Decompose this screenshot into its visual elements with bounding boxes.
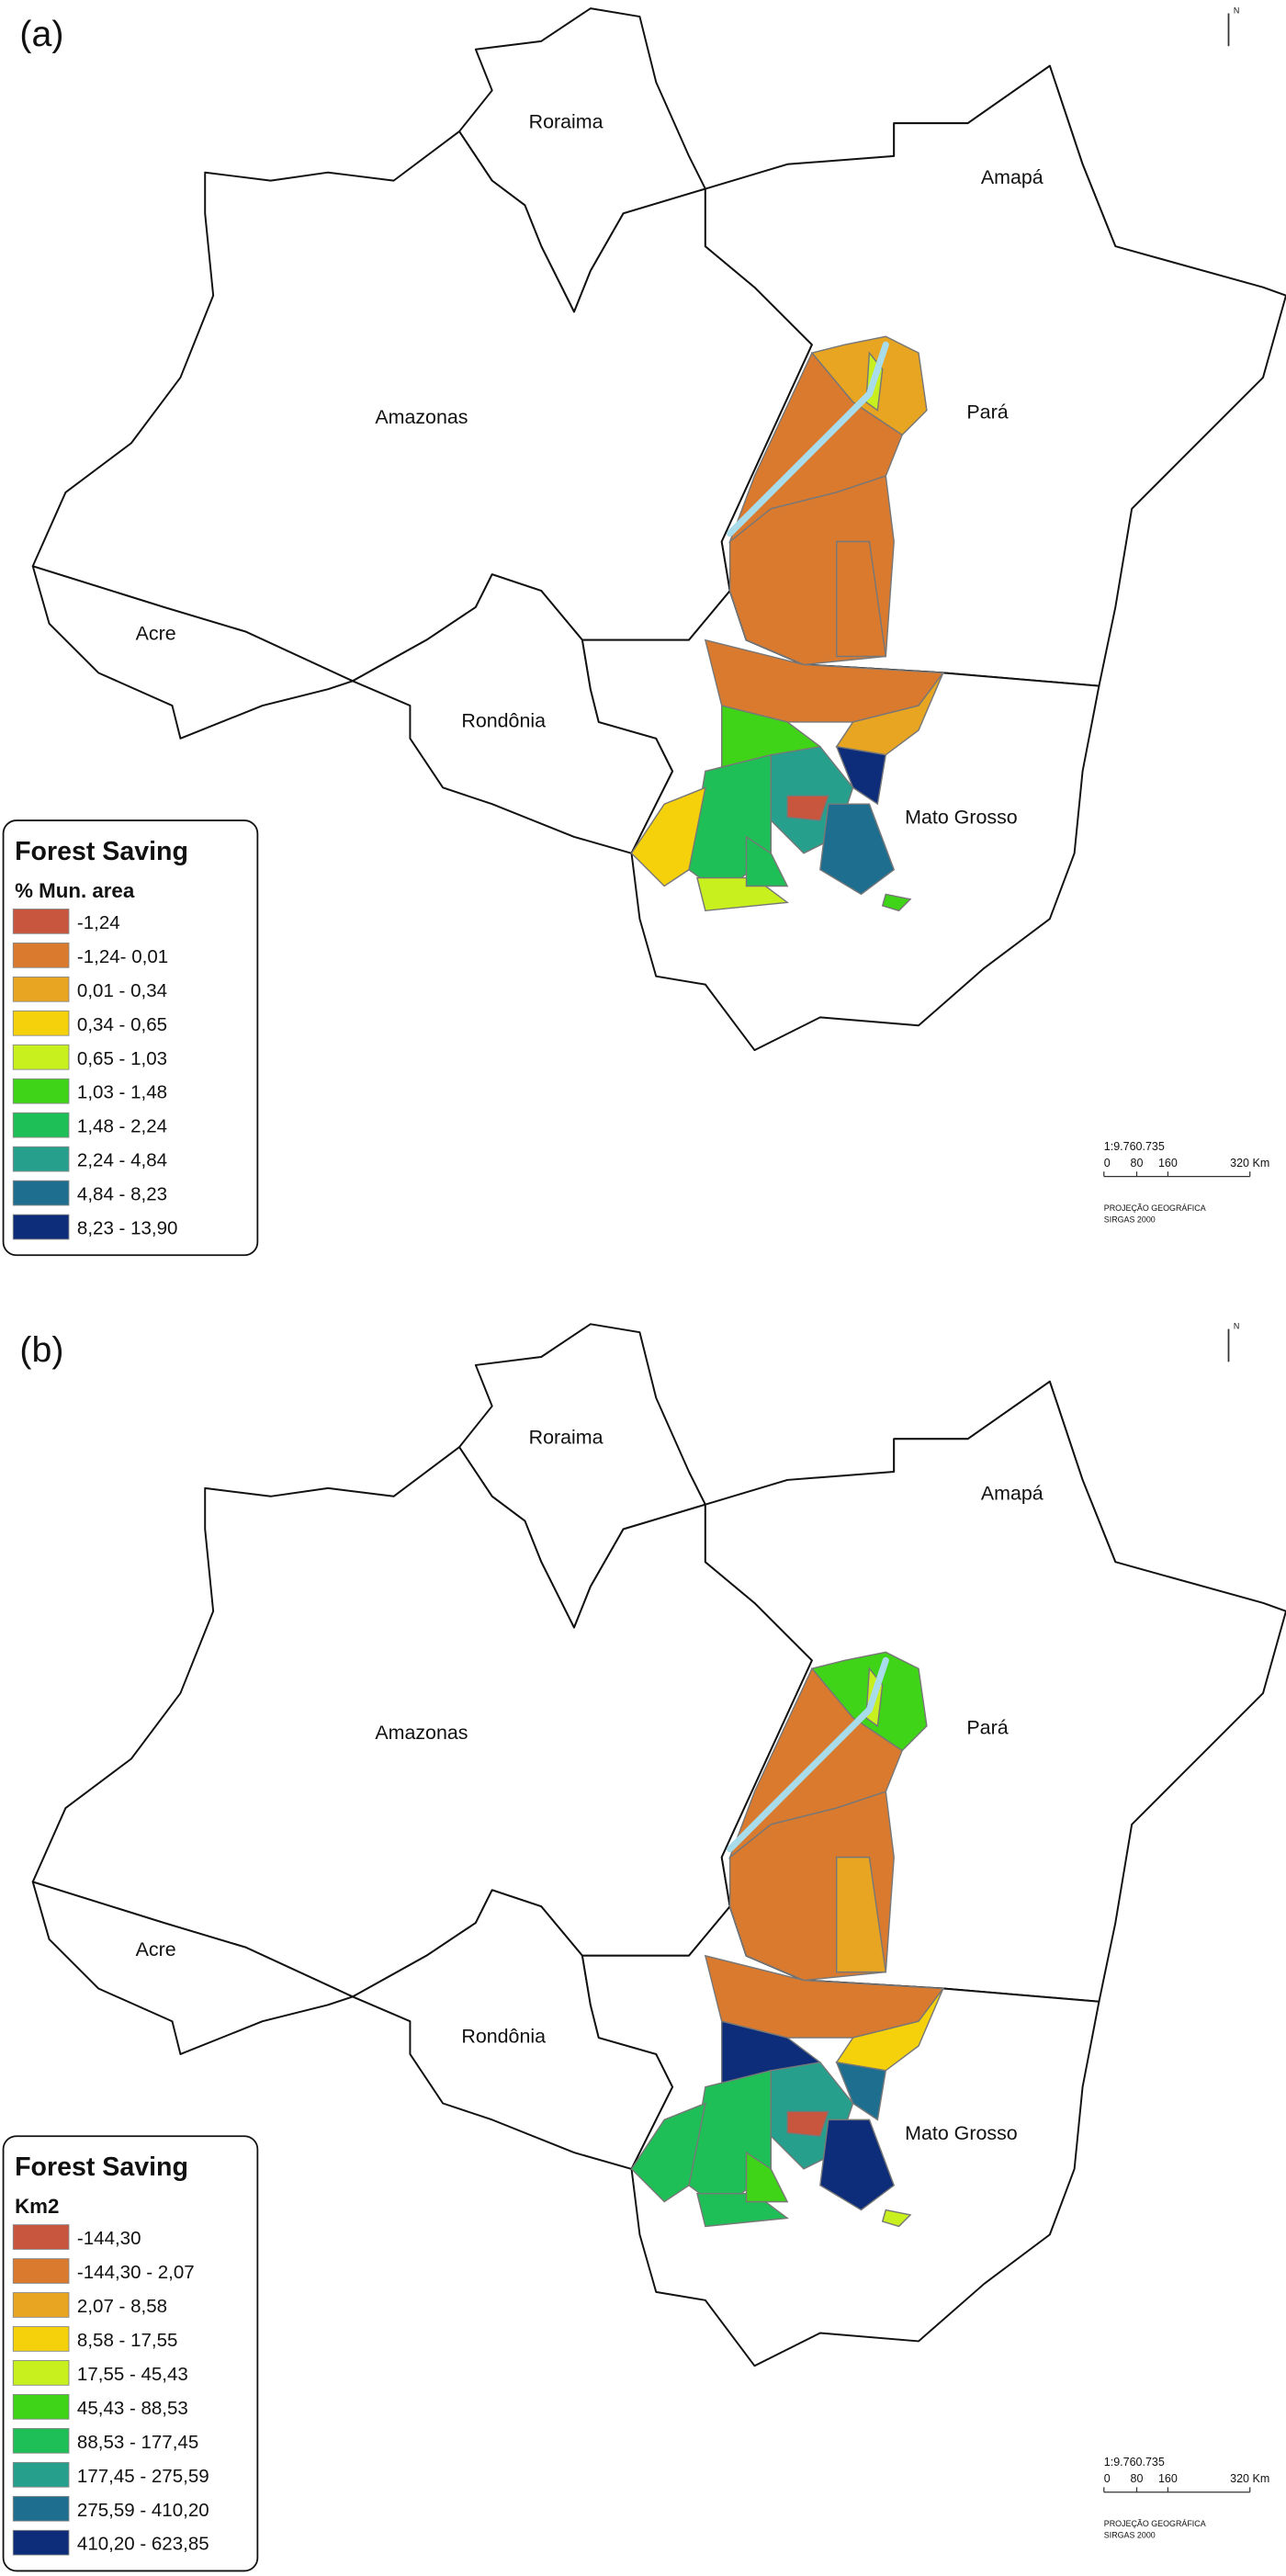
legend-label: 2,07 - 8,58 [77,2296,167,2317]
legend-label: 275,59 - 410,20 [77,2500,209,2521]
state-label: Acre [136,1938,176,1960]
legend-swatch [12,2394,70,2420]
state-label: Rondônia [461,2025,546,2047]
state-label: Pará [966,1717,1008,1739]
legend-label: 17,55 - 45,43 [77,2364,188,2385]
legend-label: 0,65 - 1,03 [77,1048,167,1069]
scale-tick-label: 320 Km [1230,2472,1269,2485]
legend-subtitle: % Mun. area [15,879,135,902]
map-panel: (a) Roraima Amapá Amazonas Pará Acre Rondônia M… [2,6,1286,1257]
legend-swatch [12,1010,70,1036]
municipality [881,893,912,912]
legend-swatch [12,2461,70,2488]
north-label: N [1234,1322,1239,1331]
state-label: Amazonas [375,406,468,428]
legend-swatch [12,1180,70,1206]
legend-label: 8,23 - 13,90 [77,1218,178,1239]
panel-label: (b) [19,1329,63,1370]
legend-label: 1,03 - 1,48 [77,1082,167,1103]
scale-tick-label: 0 [1104,2472,1111,2485]
legend-swatch [12,1214,70,1240]
legend-label: -144,30 - 2,07 [77,2262,195,2283]
legend-swatch [12,1112,70,1138]
legend-swatch [12,2258,70,2284]
state-label: Roraima [529,1427,604,1449]
scale-tick-label: 80 [1131,2472,1144,2485]
legend-swatch [12,976,70,1002]
municipality [836,1856,887,1973]
legend-label: 0,01 - 0,34 [77,980,167,1001]
legend-swatch [12,909,70,934]
municipality [630,2102,706,2203]
legend-subtitle: Km2 [15,2195,59,2218]
state-label: Pará [966,401,1008,424]
state-label: Mato Grosso [905,2122,1018,2144]
datum-label: SIRGAS 2000 [1104,1215,1156,1225]
municipality [836,540,887,658]
municipality [745,835,789,887]
legend-swatch [12,1044,70,1070]
scale-tick-label: 0 [1104,1157,1111,1169]
scale-tick-label: 160 [1158,2472,1178,2485]
legend-swatch [12,1078,70,1104]
legend-label: 4,84 - 8,23 [77,1184,167,1205]
state-label: Amazonas [375,1722,468,1744]
state-label: Mato Grosso [905,807,1018,829]
municipality [835,2061,887,2121]
river [727,1656,889,1853]
municipality [786,2110,829,2137]
state-outline [31,565,354,740]
municipality [881,2209,912,2228]
legend-label: 1,48 - 2,24 [77,1116,167,1137]
scale-tick-label: 320 Km [1230,1157,1269,1169]
scale-tick-label: 160 [1158,1157,1178,1169]
legend-title: Forest Saving [15,837,188,866]
legend-label: 0,34 - 0,65 [77,1014,167,1035]
legend-swatch [12,2360,70,2386]
map-panel: (b) Roraima Amapá Amazonas Pará Acre Rondônia M… [2,1322,1286,2572]
projection-label: PROJEÇÃO GEOGRÁFICA [1104,1203,1206,1213]
legend-swatch [12,2326,70,2352]
legend-swatch [12,943,70,968]
legend-title: Forest Saving [15,2152,188,2182]
legend-swatch [12,2529,70,2556]
municipality [835,745,887,806]
legend-swatch [12,1146,70,1172]
legend-swatch [12,2495,70,2522]
municipality [819,2118,896,2211]
panel-label: (a) [19,14,63,54]
municipality [745,2151,789,2203]
scale-tick-label: 80 [1131,1157,1144,1169]
legend-swatch [12,2292,70,2318]
municipality [819,803,896,896]
north-label: N [1234,6,1239,16]
legend-label: -1,24- 0,01 [77,946,168,967]
legend-label: 8,58 - 17,55 [77,2330,178,2351]
legend-label: -144,30 [77,2228,141,2249]
legend-label: -1,24 [77,912,120,933]
river [727,341,889,537]
legend-label: 2,24 - 4,84 [77,1150,167,1171]
legend-label: 45,43 - 88,53 [77,2398,188,2419]
legend-swatch [12,2427,70,2454]
legend-label: 88,53 - 177,45 [77,2432,198,2453]
state-label: Rondônia [461,709,546,731]
legend-swatch [12,2224,70,2250]
state-label: Roraima [529,110,604,132]
municipality [630,786,706,887]
datum-label: SIRGAS 2000 [1104,2531,1156,2540]
scale-ratio: 1:9.760.735 [1104,2456,1165,2469]
legend-label: 177,45 - 275,59 [77,2466,209,2487]
state-outline [31,1881,354,2055]
state-label: Amapá [981,166,1043,188]
scale-ratio: 1:9.760.735 [1104,1140,1165,1153]
state-label: Amapá [981,1482,1043,1504]
legend-label: 410,20 - 623,85 [77,2534,209,2555]
state-label: Acre [136,623,176,645]
projection-label: PROJEÇÃO GEOGRÁFICA [1104,2519,1206,2528]
municipality [786,795,829,821]
